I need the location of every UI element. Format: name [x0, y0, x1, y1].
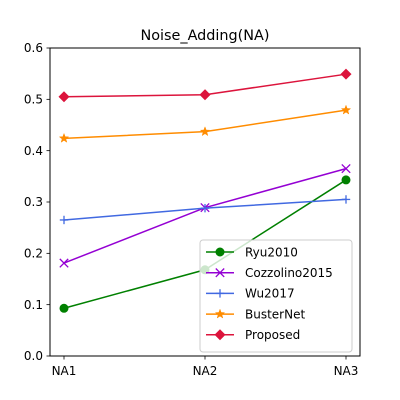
y-tick-label: 0.2 — [24, 247, 43, 261]
data-point-cozzolino2015 — [341, 163, 351, 174]
legend-item-proposed: Proposed — [206, 328, 300, 342]
x-tick-label: NA1 — [52, 364, 77, 378]
series-proposed — [58, 68, 352, 103]
data-point-ryu2010 — [59, 303, 69, 313]
data-point-proposed — [199, 89, 211, 101]
legend-marker — [215, 268, 225, 278]
x-axis: NA1 NA2 NA3 — [52, 356, 359, 378]
chart-title: Noise_Adding(NA) — [140, 28, 269, 44]
data-point-wu2017 — [59, 215, 69, 225]
legend-label: Proposed — [245, 328, 300, 342]
series-busternet — [58, 104, 352, 143]
data-point-proposed — [340, 68, 352, 80]
legend-item-wu2017: Wu2017 — [206, 287, 295, 301]
legend-item-busternet: BusterNet — [206, 307, 305, 321]
x-tick-label: NA3 — [334, 364, 359, 378]
series-wu2017 — [59, 195, 351, 225]
legend-marker — [214, 329, 226, 341]
legend-item-cozzolino2015: Cozzolino2015 — [206, 266, 333, 280]
data-point-busternet — [340, 104, 352, 115]
legend-box — [199, 239, 353, 353]
legend-marker-stroke — [215, 268, 225, 278]
data-point-busternet — [58, 132, 70, 143]
legend-marker — [214, 308, 226, 319]
data-point-wu2017 — [200, 203, 210, 213]
data-point-proposed — [58, 91, 70, 103]
data-point-cozzolino2015 — [59, 258, 69, 268]
data-point-cozzolino2015-stroke — [59, 258, 69, 268]
y-tick-label: 0.0 — [24, 349, 43, 363]
data-point-cozzolino2015-stroke — [341, 163, 351, 174]
legend: Ryu2010 Cozzolino2015 Wu2017 BusterNet Propo… — [199, 239, 353, 353]
data-point-ryu2010 — [341, 175, 351, 185]
legend-label: Wu2017 — [245, 287, 295, 301]
legend-marker — [215, 247, 225, 257]
legend-label: Cozzolino2015 — [245, 266, 333, 280]
data-point-busternet — [199, 126, 211, 137]
legend-item-ryu2010: Ryu2010 — [206, 245, 298, 259]
legend-label: BusterNet — [245, 307, 305, 321]
data-point-wu2017 — [341, 195, 351, 204]
y-tick-label: 0.3 — [24, 195, 43, 209]
x-tick-label: NA2 — [193, 364, 218, 378]
legend-marker — [215, 289, 225, 298]
y-tick-label: 0.4 — [24, 144, 43, 158]
y-tick-label: 0.5 — [24, 93, 43, 107]
y-axis: 0.0 0.1 0.2 0.3 0.4 0.5 0.6 — [24, 41, 50, 363]
y-tick-label: 0.6 — [24, 41, 43, 55]
y-tick-label: 0.1 — [24, 298, 43, 312]
plot-frame — [49, 47, 361, 357]
legend-label: Ryu2010 — [245, 245, 298, 259]
